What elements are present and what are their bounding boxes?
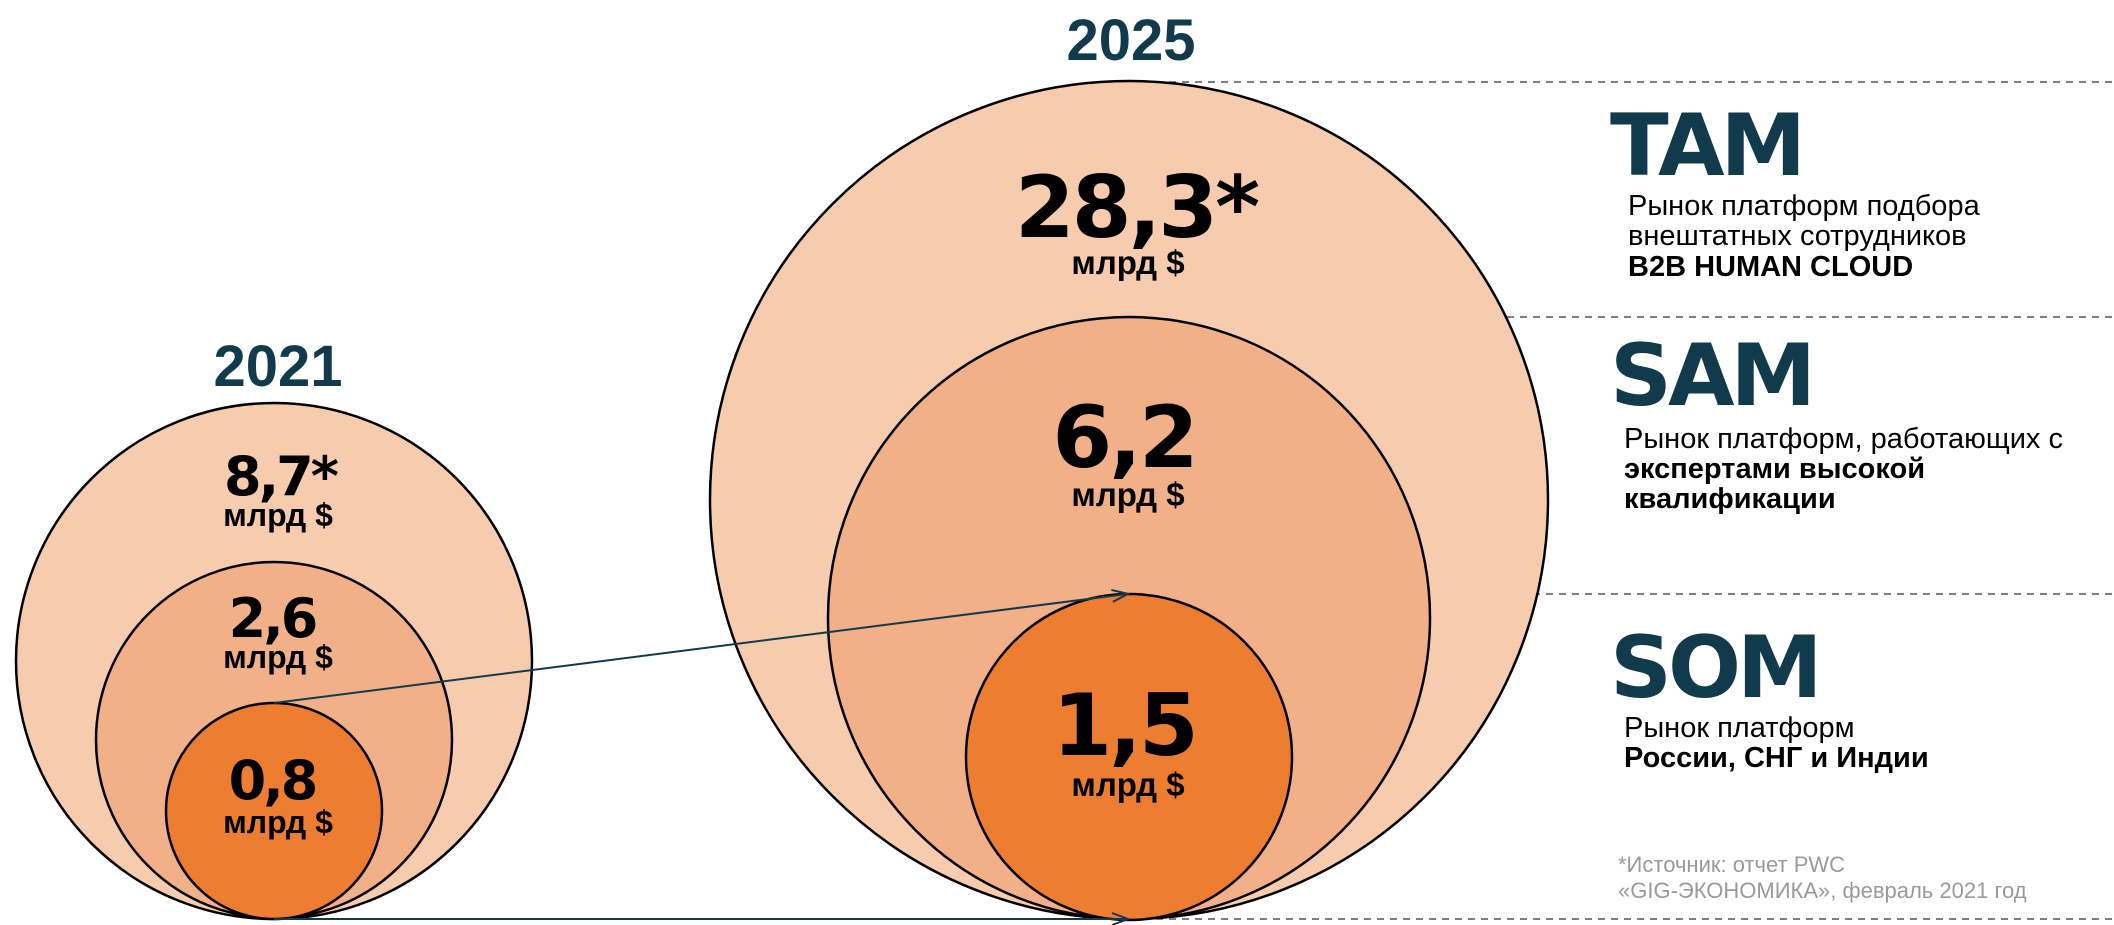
- tam-2025-unit: млрд $: [1071, 244, 1184, 281]
- year-2025-label: 2025: [1066, 8, 1195, 73]
- tam-2021-unit: млрд $: [223, 497, 333, 533]
- som-2025-unit: млрд $: [1071, 766, 1184, 803]
- som-2021-value: 0,8: [229, 749, 316, 812]
- tam-description-line2: внештатных сотрудников: [1628, 220, 1967, 252]
- tam-abbreviation: TAM: [1610, 96, 1802, 196]
- sam-description-line1: Рынок платформ, работающих с: [1624, 423, 2063, 455]
- som-growth-arrow: [273, 588, 1131, 704]
- sam-2021-value: 2,6: [229, 587, 316, 650]
- sam-description-line3: квалификации: [1624, 483, 1836, 515]
- source-note-line2: «GIG-ЭКОНОМИКА», февраль 2021 год: [1618, 878, 2027, 903]
- sam-2021-unit: млрд $: [223, 639, 333, 675]
- source-note-line1: *Источник: отчет PWC: [1618, 852, 1845, 877]
- som-description-line2: России, СНГ и Индии: [1624, 742, 1929, 774]
- year-2021-label: 2021: [213, 334, 342, 399]
- som-2021-unit: млрд $: [223, 804, 333, 840]
- som-description-line1: Рынок платформ: [1624, 712, 1855, 744]
- som-2025-value: 1,5: [1052, 676, 1195, 776]
- sam-2025-value: 6,2: [1052, 388, 1195, 488]
- tam-2025-value: 28,3*: [1015, 158, 1259, 258]
- sam-abbreviation: SAM: [1610, 326, 1812, 426]
- tam-description-line1: Рынок платформ подбора: [1628, 190, 1981, 222]
- tam-description-line3: B2B HUMAN CLOUD: [1628, 251, 1913, 283]
- som-abbreviation: SOM: [1610, 618, 1819, 718]
- sam-2025-unit: млрд $: [1071, 476, 1184, 513]
- sam-description-line2: экспертами высокой: [1624, 453, 1925, 485]
- tam-2021-value: 8,7*: [224, 445, 339, 508]
